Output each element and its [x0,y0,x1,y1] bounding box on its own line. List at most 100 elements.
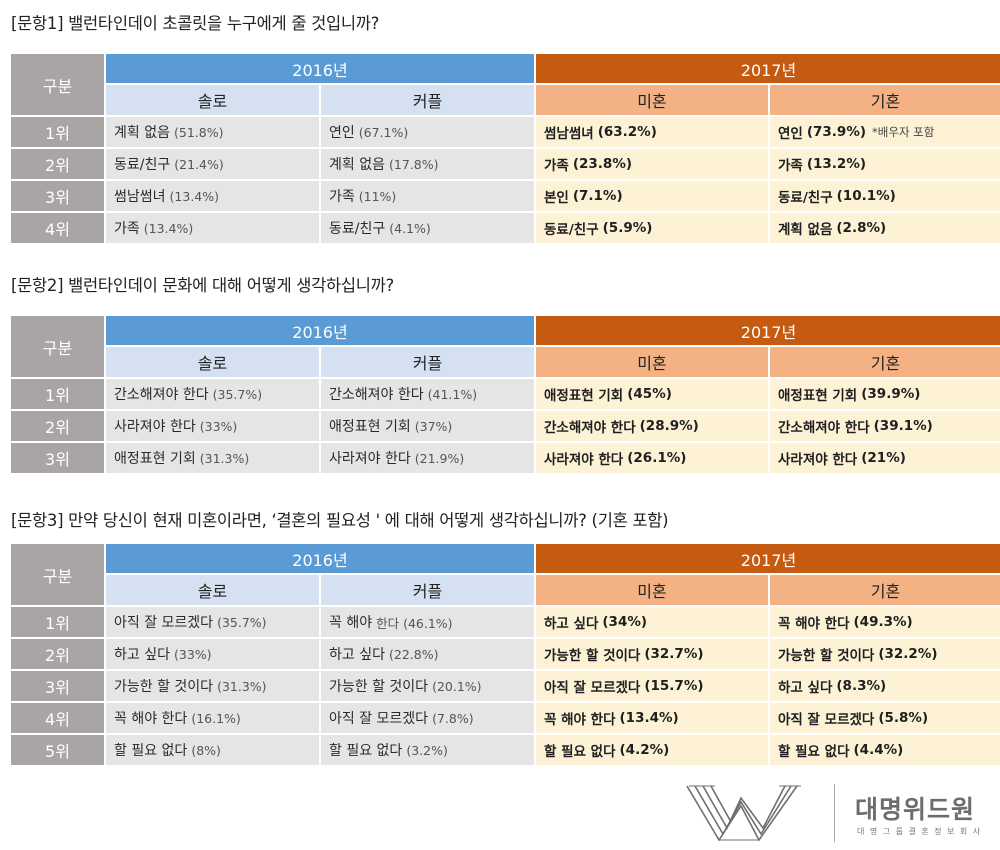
answer-percent: (45%) [627,386,672,402]
table-cell-single: 하고 싶다 (34%) [536,607,768,637]
rank-label: 2위 [11,639,104,669]
answer-label: 아직 잘 모르겠다 [544,680,641,696]
answer-percent: (13.2%) [806,156,867,172]
header-couple: 커플 [321,575,534,605]
table-cell-solo: 동료/친구 (21.4%) [106,149,319,179]
rank-label: 1위 [11,607,104,637]
answer-percent: (35.7%) [217,614,267,630]
answer-label: 가능한 할 것이다 [778,648,875,664]
answer-label: 가족 [329,189,355,205]
table-cell-single: 가족 (23.8%) [536,149,768,179]
answer-label: 본인 [544,190,569,206]
question-title-2: [문항2] 밸런타인데이 문화에 대해 어떻게 생각하십니까? [11,276,395,295]
header-gubun: 구분 [11,544,104,605]
logo-company-name: 대명위드원 [855,795,976,824]
answer-percent: (32.2%) [878,646,938,662]
answer-label: 꼭 해야 [329,615,373,631]
table-cell-solo: 아직 잘 모르겠다 (35.7%) [106,607,319,637]
answer-percent: (31.3%) [199,450,250,466]
answer-percent: (51.8%) [173,124,224,140]
answer-percent: (15.7%) [644,678,704,694]
table-cell-married: 계획 없음 (2.8%) [770,213,1000,243]
table-cell-couple: 간소해져야 한다 (41.1%) [321,379,534,409]
table-cell-single: 동료/친구 (5.9%) [536,213,768,243]
answer-label: 간소해져야 한다 [114,387,209,403]
answer-percent: (11%) [358,188,397,204]
answer-label: 간소해져야 한다 [329,387,424,403]
table-cell-couple: 계획 없음 (17.8%) [321,149,534,179]
answer-label: 가능한 할 것이다 [329,679,429,695]
answer-percent: (35.7%) [212,386,263,402]
answer-percent: (23.8%) [572,156,633,172]
answer-percent: (5.8%) [878,710,929,726]
logo-divider [834,784,835,842]
table-cell-couple: 가능한 할 것이다 (20.1%) [321,671,534,701]
answer-percent: (13.4%) [143,220,194,236]
answer-label: 동료/친구 [114,157,171,173]
rank-label: 1위 [11,379,104,409]
rank-label: 4위 [11,213,104,243]
table-cell-couple: 가족 (11%) [321,181,534,211]
answer-percent: (21.9%) [414,450,465,466]
table-cell-married: 애정표현 기회 (39.9%) [770,379,1000,409]
table-cell-married: 가족 (13.2%) [770,149,1000,179]
answer-percent: (67.1%) [358,124,409,140]
answer-label: 간소해져야 한다 [544,420,636,436]
answer-label: 계획 없음 [329,157,385,173]
answer-label: 사라져야 한다 [114,419,196,435]
table-cell-single: 간소해져야 한다 (28.9%) [536,411,768,441]
answer-percent: (28.9%) [639,418,699,434]
answer-label: 할 필요 없다 [778,744,850,760]
answer-percent: (13.4%) [619,710,679,726]
answer-label: 애정표현 기회 [778,388,858,404]
table-cell-single: 썸남썸녀 (63.2%) [536,117,768,147]
table-cell-single: 할 필요 없다 (4.2%) [536,735,768,765]
table-cell-single: 본인 (7.1%) [536,181,768,211]
header-gubun: 구분 [11,54,104,115]
w-stripes-logo-icon [686,785,801,842]
answer-percent: (4.1%) [389,220,431,236]
table-cell-solo: 하고 싶다 (33%) [106,639,319,669]
header-solo: 솔로 [106,85,319,115]
answer-percent: (8.3%) [836,678,887,694]
answer-label: 아직 잘 모르겠다 [778,712,875,728]
header-solo: 솔로 [106,347,319,377]
table-cell-married: 아직 잘 모르겠다 (5.8%) [770,703,1000,733]
table-cell-couple: 아직 잘 모르겠다 (7.8%) [321,703,534,733]
rank-label: 3위 [11,671,104,701]
table-cell-solo: 가능한 할 것이다 (31.3%) [106,671,319,701]
answer-label: 계획 없음 [114,125,170,141]
table-cell-single: 애정표현 기회 (45%) [536,379,768,409]
table-cell-married: 하고 싶다 (8.3%) [770,671,1000,701]
header-solo: 솔로 [106,575,319,605]
answer-label: 썸남썸녀 [114,189,166,205]
answer-label: 할 필요 없다 [544,744,616,760]
answer-percent: (13.4%) [169,188,219,204]
answer-percent: (8%) [191,742,221,758]
answer-percent: (32.7%) [644,646,704,662]
answer-label: 동료/친구 [778,190,833,206]
answer-percent: (7.8%) [432,710,474,726]
answer-percent: (33%) [173,646,212,662]
answer-label: 가족 [544,158,569,174]
answer-label: 가족 [114,221,140,237]
header-single: 미혼 [536,347,768,377]
answer-label: 할 필요 없다 [114,743,188,759]
table-cell-couple: 동료/친구 (4.1%) [321,213,534,243]
answer-label: 할 필요 없다 [329,743,403,759]
survey-table-2: 구분 2016년 2017년 솔로 커플 미혼 기혼 1위 간소해져야 한다 (35.7%) 간소해… [11,316,1000,473]
answer-label: 꼭 해야 한다 [778,616,850,632]
header-couple: 커플 [321,347,534,377]
rank-label: 2위 [11,411,104,441]
answer-percent: (17.8%) [388,156,439,172]
header-married: 기혼 [770,575,1000,605]
company-logo: 대명위드원 대명그룹결혼정보회사 [685,782,995,844]
table-cell-solo: 계획 없음 (51.8%) [106,117,319,147]
table-cell-couple: 애정표현 기회 (37%) [321,411,534,441]
answer-label: 동료/친구 [544,222,599,238]
answer-percent: (33%) [199,418,238,434]
answer-label: 사라져야 한다 [329,451,411,467]
answer-label: 동료/친구 [329,221,386,237]
answer-label: 꼭 해야 한다 [544,712,616,728]
answer-percent: 한다 (46.1%) [376,615,453,631]
